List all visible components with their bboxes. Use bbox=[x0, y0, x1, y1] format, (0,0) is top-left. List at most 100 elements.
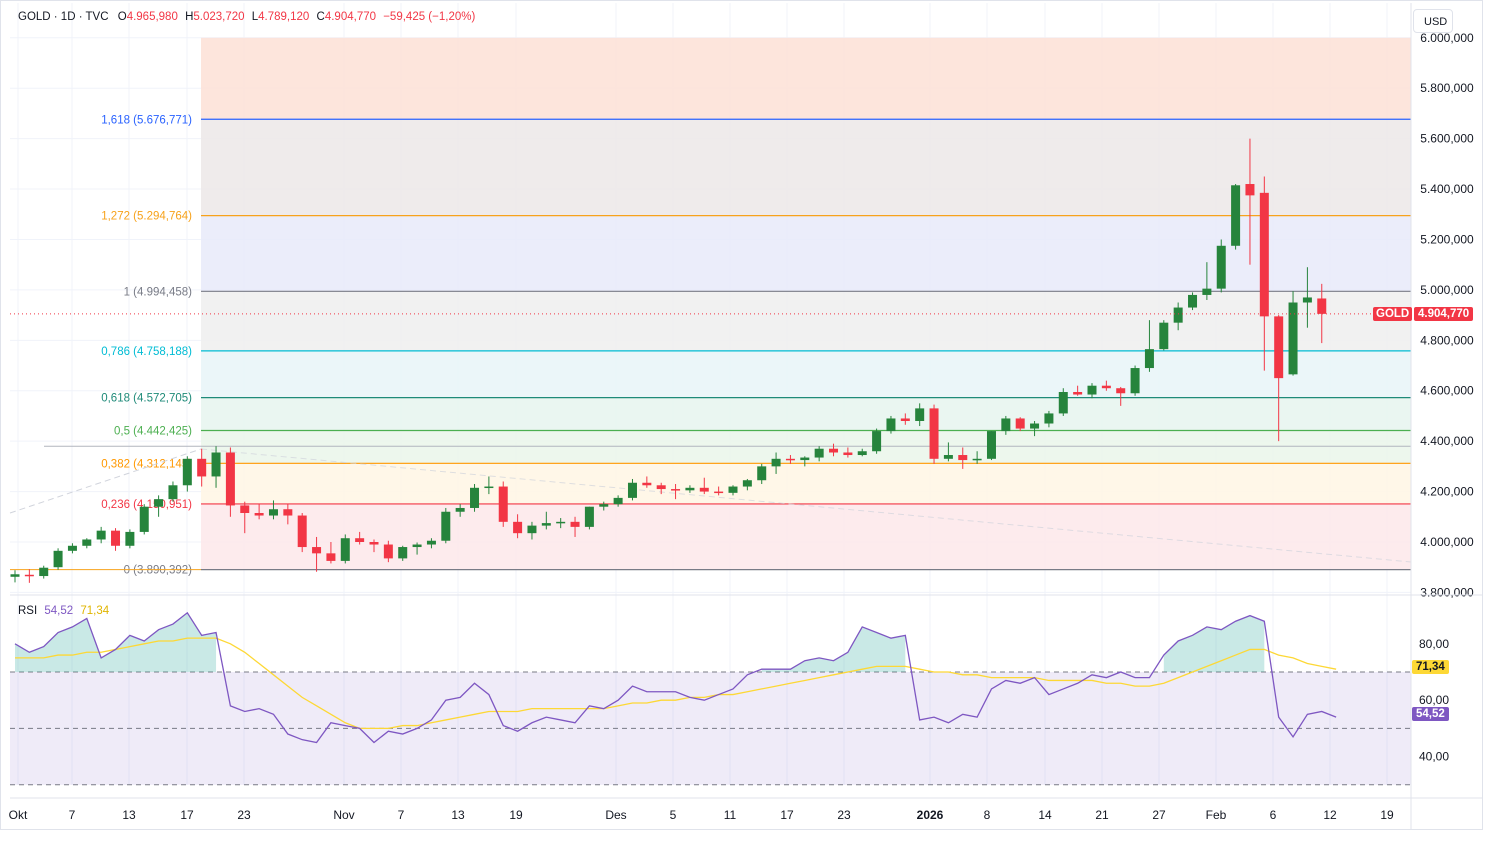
candle-body bbox=[714, 491, 724, 494]
fib-zone bbox=[201, 215, 1411, 292]
candle-body bbox=[197, 458, 207, 477]
price-axis-tick: 4.200,000 bbox=[1420, 485, 1474, 499]
candle-body bbox=[1101, 385, 1111, 389]
price-axis-tick: 5.000,000 bbox=[1420, 283, 1474, 297]
candle-body bbox=[1317, 298, 1327, 314]
time-axis-tick: 14 bbox=[1038, 808, 1052, 822]
candle-body bbox=[1073, 392, 1083, 395]
candle-body bbox=[1173, 307, 1183, 323]
candle-body bbox=[814, 448, 824, 458]
candle-body bbox=[297, 515, 307, 548]
time-axis-tick: 11 bbox=[724, 808, 737, 822]
rsi-band-fill bbox=[10, 672, 1411, 785]
candle-body bbox=[283, 509, 293, 516]
candle-body bbox=[1216, 245, 1226, 289]
candle-body bbox=[570, 521, 580, 527]
candle-body bbox=[96, 530, 106, 540]
candle-body bbox=[111, 530, 121, 546]
last-price-badge: 4.904,770 bbox=[1414, 307, 1474, 321]
fib-level-label: 0,382 (4.312,145) bbox=[101, 458, 192, 470]
candle-body bbox=[742, 480, 752, 487]
candle-body bbox=[1015, 418, 1025, 429]
rsi-axis-tick: 60,00 bbox=[1419, 693, 1449, 707]
fib-level-label: 1,618 (5.676,771) bbox=[101, 114, 192, 126]
ohlc-legend: GOLD · 1D · TVC O4.965,980 H5.023,720 L4… bbox=[18, 11, 475, 23]
candle-body bbox=[886, 418, 896, 432]
candle-body bbox=[139, 506, 149, 532]
time-axis-tick: 23 bbox=[837, 808, 851, 822]
fib-zone bbox=[201, 463, 1411, 504]
low-value: 4.789,120 bbox=[258, 11, 310, 23]
close-value: 4.904,770 bbox=[324, 11, 377, 23]
close-label: C bbox=[316, 11, 325, 23]
chart-frame bbox=[0, 0, 1483, 830]
candle-body bbox=[613, 497, 623, 505]
candle-body bbox=[383, 544, 393, 559]
candle-body bbox=[67, 545, 77, 551]
time-axis-tick: Okt bbox=[9, 808, 28, 822]
candle-body bbox=[168, 485, 178, 500]
candle-body bbox=[10, 574, 20, 577]
candle-body bbox=[441, 511, 451, 541]
price-axis-tick: 4.400,000 bbox=[1420, 434, 1474, 448]
candle-body bbox=[556, 521, 566, 524]
time-axis-tick: 7 bbox=[398, 808, 405, 822]
price-axis-tick: 5.800,000 bbox=[1420, 81, 1474, 95]
candle-body bbox=[1130, 368, 1140, 394]
candle-body bbox=[915, 408, 925, 421]
candle-body bbox=[1259, 192, 1269, 317]
candle-body bbox=[627, 482, 637, 498]
candle-body bbox=[1274, 316, 1284, 379]
candle-body bbox=[268, 509, 278, 516]
price-axis-tick: 6.000,000 bbox=[1420, 31, 1474, 45]
currency-button[interactable]: USD bbox=[1413, 9, 1453, 33]
candle-body bbox=[843, 452, 853, 456]
symbol-label[interactable]: GOLD · 1D · TVC bbox=[18, 11, 109, 23]
rsi-name[interactable]: RSI bbox=[18, 605, 38, 617]
candle-body bbox=[541, 523, 551, 526]
price-axis-tick: 4.800,000 bbox=[1420, 333, 1474, 347]
fib-zone bbox=[201, 291, 1411, 351]
candle-body bbox=[785, 458, 795, 461]
price-axis-tick: 3.800,000 bbox=[1420, 585, 1474, 599]
candle-body bbox=[240, 505, 250, 514]
candle-body bbox=[125, 531, 135, 546]
candle-body bbox=[455, 507, 465, 512]
candle-body bbox=[398, 547, 408, 559]
high-label: H bbox=[185, 11, 194, 23]
fib-zone bbox=[201, 503, 1411, 570]
fib-level-label: 0 (3.890,392) bbox=[124, 565, 193, 577]
price-axis-tick: 5.200,000 bbox=[1420, 232, 1474, 246]
time-axis-tick: 2026 bbox=[917, 808, 944, 822]
trendline-down bbox=[200, 448, 1412, 563]
candle-body bbox=[699, 487, 709, 492]
time-axis-tick: 19 bbox=[509, 808, 523, 822]
price-axis-tick: 5.400,000 bbox=[1420, 182, 1474, 196]
fib-zone bbox=[201, 119, 1411, 216]
fib-level-label: 1,272 (5.294,764) bbox=[101, 211, 192, 223]
candle-body bbox=[1245, 184, 1255, 196]
time-axis-tick: 17 bbox=[180, 808, 194, 822]
candle-body bbox=[82, 539, 92, 546]
price-axis-tick: 4.600,000 bbox=[1420, 384, 1474, 398]
candle-body bbox=[771, 458, 781, 467]
candle-body bbox=[1288, 302, 1298, 375]
time-axis-tick: 21 bbox=[1095, 808, 1109, 822]
rsi-legend: RSI 54,52 71,34 bbox=[18, 605, 109, 617]
candle-body bbox=[685, 487, 695, 491]
candle-body bbox=[728, 486, 738, 493]
candle-body bbox=[1087, 385, 1097, 395]
candle-body bbox=[1231, 185, 1241, 246]
candle-body bbox=[986, 431, 996, 459]
candle-body bbox=[154, 499, 164, 507]
candle-body bbox=[872, 431, 882, 452]
time-axis-tick: 17 bbox=[780, 808, 794, 822]
candle-body bbox=[412, 544, 422, 548]
rsi-axis-tick: 80,00 bbox=[1419, 637, 1449, 651]
price-axis-tick: 4.000,000 bbox=[1420, 535, 1474, 549]
rsi-badge: 54,52 bbox=[1412, 707, 1449, 721]
fib-zone bbox=[201, 397, 1411, 431]
candle-body bbox=[24, 574, 34, 577]
